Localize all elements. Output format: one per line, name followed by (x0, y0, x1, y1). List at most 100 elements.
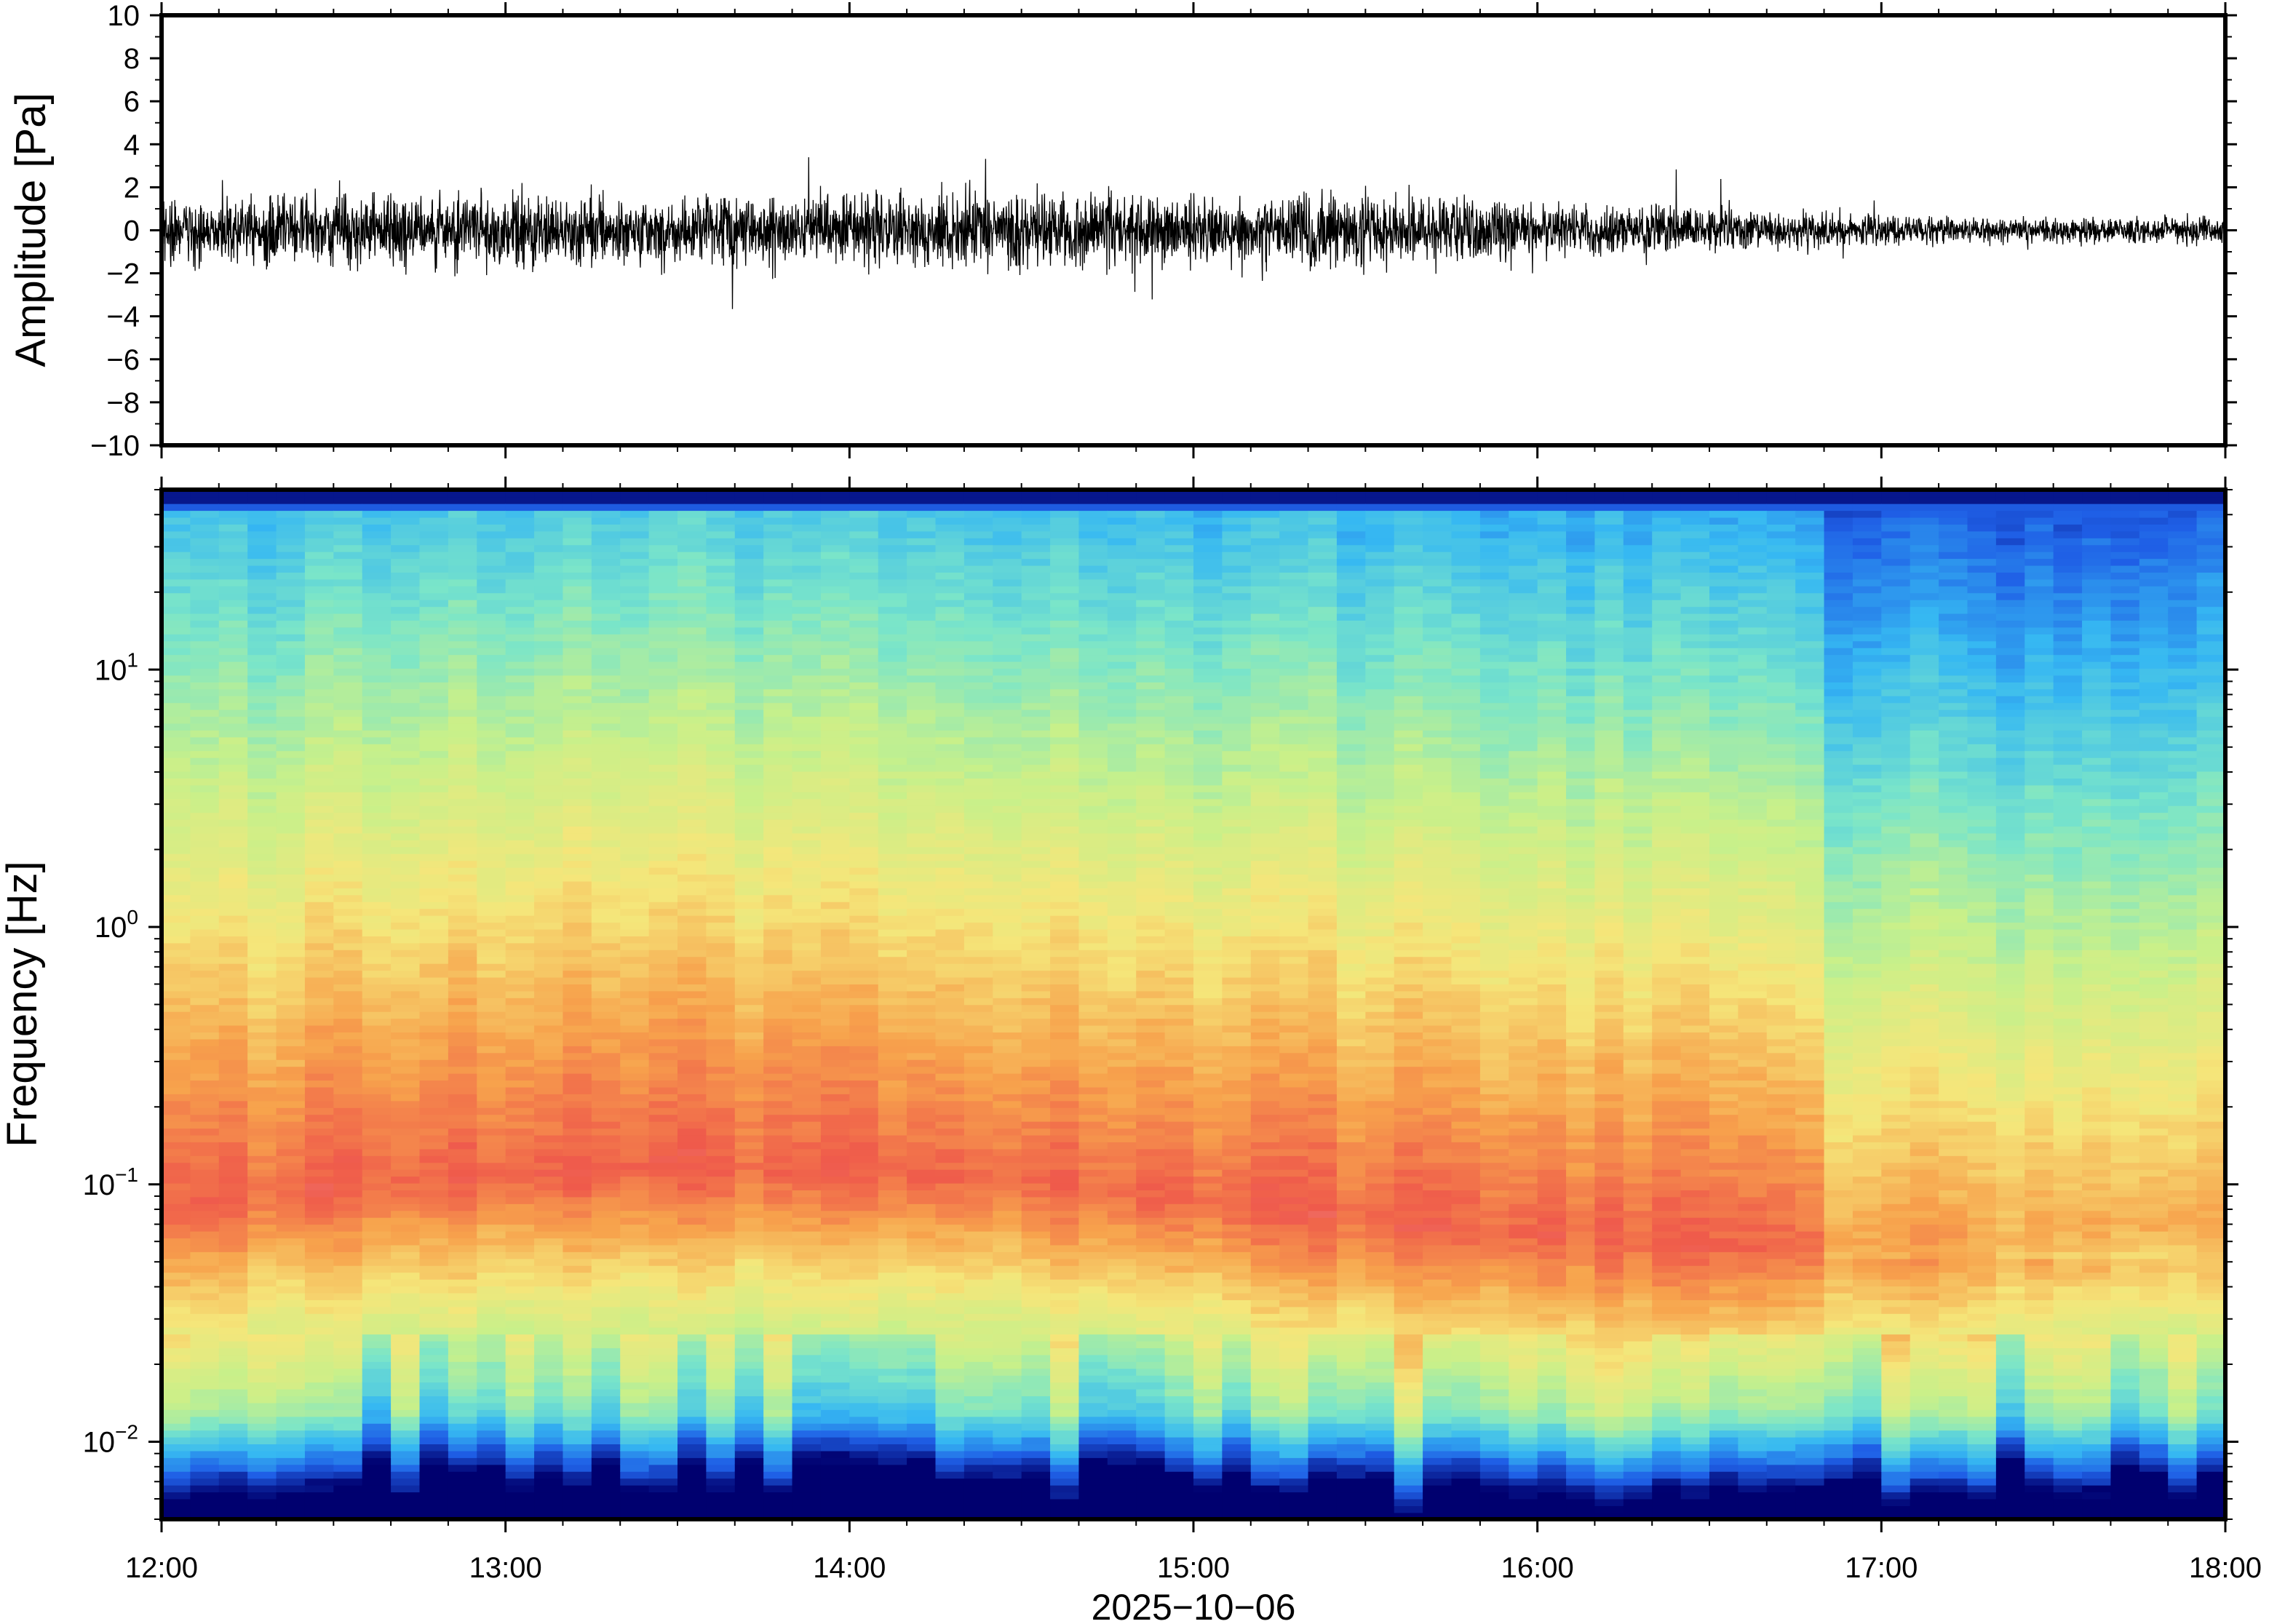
spectrogram-cell (620, 1080, 650, 1088)
spectrogram-cell (677, 674, 707, 682)
spectrogram-cell (907, 1217, 937, 1225)
spectrogram-cell (304, 1299, 335, 1307)
spectrogram-cell (448, 976, 478, 984)
spectrogram-cell (820, 1334, 851, 1342)
spectrogram-cell (333, 778, 363, 786)
spectrogram-cell (993, 620, 1022, 628)
spectrogram-cell (218, 1210, 248, 1218)
spectrogram-cell (734, 1011, 764, 1019)
spectrogram-cell (247, 1334, 277, 1342)
spectrogram-cell (907, 819, 937, 827)
spectrogram-cell (1050, 894, 1080, 902)
spectrogram-cell (648, 990, 678, 998)
spectrogram-cell (792, 599, 822, 608)
spectrogram-cell (591, 874, 621, 882)
spectrogram-cell (162, 1128, 191, 1136)
spectrogram-cell (362, 1142, 392, 1150)
spectrogram-cell (304, 1354, 335, 1362)
spectrogram-cell (591, 1004, 621, 1012)
spectrogram-cell (190, 1176, 220, 1184)
spectrogram-cell (218, 1038, 248, 1046)
spectrogram-cell (935, 1505, 965, 1513)
spectrogram-cell (505, 1182, 535, 1190)
spectrogram-cell (878, 1128, 907, 1136)
spectrogram-cell (706, 1416, 736, 1424)
spectrogram-cell (907, 1505, 937, 1513)
spectrogram-cell (391, 1354, 421, 1362)
spectrogram-cell (1050, 840, 1080, 848)
spectrogram-cell (591, 1134, 621, 1142)
spectrogram-cell (563, 846, 592, 854)
spectrogram-cell (734, 599, 764, 608)
spectrogram-cell (534, 950, 564, 958)
spectrogram-cell (935, 942, 965, 950)
spectrogram-cell (849, 661, 879, 669)
spectrogram-cell (1050, 1388, 1080, 1396)
spectrogram-cell (190, 1230, 220, 1239)
spectrogram-cell (419, 984, 449, 992)
spectrogram-cell (734, 551, 764, 560)
spectrogram-cell (333, 1348, 363, 1356)
spectrogram-cell (878, 784, 907, 792)
spectrogram-cell (706, 1265, 736, 1273)
spectrogram-cell (448, 1354, 478, 1362)
spectrogram-cell (620, 524, 650, 532)
spectrogram-cell (849, 990, 879, 998)
spectrogram-cell (162, 572, 191, 580)
spectrogram-cell (304, 1046, 335, 1054)
spectrogram-cell (993, 880, 1022, 888)
spectrogram-cell (907, 1094, 937, 1102)
spectrogram-cell (534, 688, 564, 696)
spectrogram-cell (534, 1059, 564, 1067)
spectrogram-cell (333, 812, 363, 820)
spectrogram-cell (563, 1080, 592, 1088)
spectrogram-cell (391, 1114, 421, 1122)
spectrogram-cell (620, 696, 650, 704)
spectrogram-cell (907, 544, 937, 552)
spectrogram-cell (247, 558, 277, 566)
spectrogram-cell (1050, 1422, 1080, 1431)
spectrogram-cell (935, 984, 965, 992)
spectrogram-cell (276, 1340, 306, 1348)
spectrogram-cell (563, 1478, 592, 1486)
spectrogram-cell (620, 744, 650, 752)
spectrogram-cell (993, 928, 1022, 936)
spectrogram-cell (218, 1190, 248, 1198)
spectrogram-cell (907, 894, 937, 902)
spectrogram-cell (763, 1134, 793, 1142)
spectrogram-cell (1021, 1107, 1051, 1115)
spectrogram-cell (763, 1348, 793, 1356)
spectrogram-cell (304, 1024, 335, 1033)
spectrogram-cell (391, 976, 421, 984)
spectrogram-cell (849, 1306, 879, 1314)
spectrogram-cell (1078, 1450, 1108, 1458)
spectrogram-cell (591, 984, 621, 992)
spectrogram-cell (820, 640, 851, 648)
spectrogram-cell (591, 1258, 621, 1266)
spectrogram-cell (419, 744, 449, 752)
spectrogram-cell (1050, 640, 1080, 648)
spectrogram-cell (448, 1409, 478, 1417)
spectrogram-cell (963, 599, 994, 608)
spectrogram-cell (734, 1409, 764, 1417)
spectrogram-cell (648, 1299, 678, 1307)
spectrogram-cell (820, 1024, 851, 1033)
spectrogram-cell (218, 936, 248, 944)
spectrogram-cell (1021, 963, 1051, 971)
spectrogram-cell (391, 744, 421, 752)
spectrogram-cell (963, 771, 994, 779)
spectrogram-cell (218, 572, 248, 580)
spectrogram-cell (706, 1224, 736, 1232)
spectrogram-cell (677, 1032, 707, 1040)
spectrogram-cell (849, 1004, 879, 1012)
spectrogram-cell (935, 1148, 965, 1156)
spectrogram-cell (648, 558, 678, 566)
spectrogram-cell (505, 1142, 535, 1150)
spectrogram-cell (534, 1396, 564, 1404)
spectrogram-cell (820, 970, 851, 978)
spectrogram-cell (763, 1004, 793, 1012)
spectrogram-cell (477, 1072, 506, 1081)
spectrogram-cell (1021, 867, 1051, 875)
spectrogram-cell (820, 1374, 851, 1383)
spectrogram-cell (448, 674, 478, 682)
